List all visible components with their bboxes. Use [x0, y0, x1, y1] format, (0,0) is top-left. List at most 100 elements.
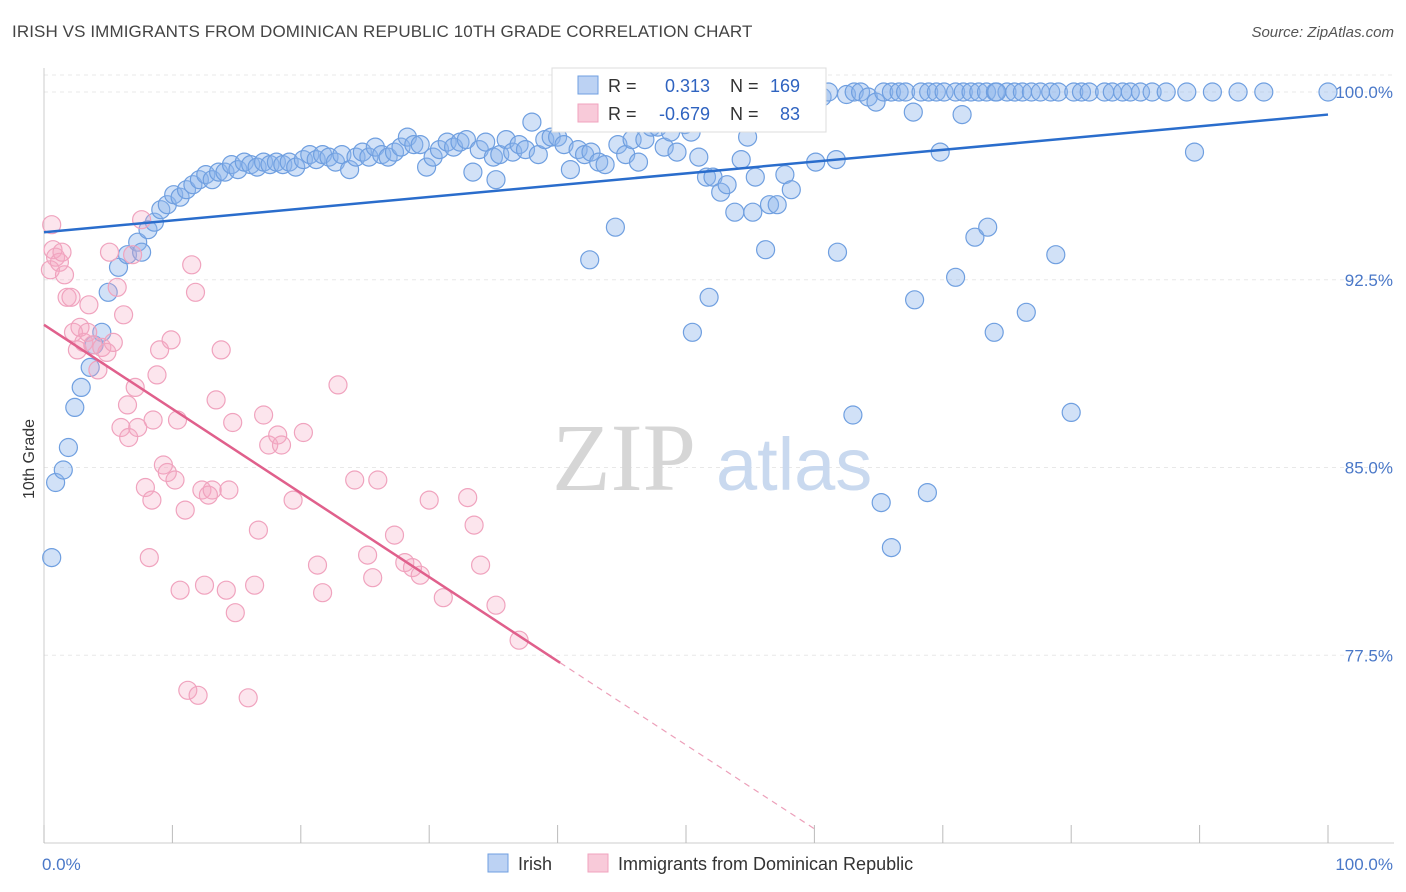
dominican-point	[486, 595, 506, 615]
irish-point	[731, 150, 751, 170]
irish-point	[429, 140, 450, 160]
irish-point	[554, 135, 574, 155]
dominican-point	[79, 295, 99, 315]
irish-point	[1046, 245, 1066, 265]
dominican-point	[271, 435, 292, 455]
legend-label-dominican: Immigrants from Dominican Republic	[618, 854, 913, 874]
legend-swatch-dominican	[587, 853, 609, 873]
irish-point	[138, 220, 158, 240]
irish-point	[945, 267, 966, 287]
dominican-point	[254, 405, 274, 425]
irish-point	[711, 182, 731, 202]
irish-point	[836, 84, 857, 105]
irish-point	[755, 240, 776, 260]
irish-point	[53, 460, 73, 480]
irish-point	[1064, 82, 1084, 102]
dominican-point	[99, 242, 120, 262]
dominican-point	[192, 480, 212, 500]
dominican-point	[307, 555, 328, 575]
dominican-point	[471, 555, 491, 575]
dominican-point	[363, 568, 383, 588]
irish-point	[1071, 82, 1092, 102]
irish-point	[1048, 82, 1069, 102]
dominican-point	[170, 580, 190, 600]
irish-point	[917, 483, 938, 503]
irish-point	[522, 112, 542, 132]
irish-point	[827, 242, 848, 262]
dominican-point	[458, 488, 478, 508]
irish-point	[65, 397, 85, 417]
stats-n-label-dominican: N =	[730, 104, 759, 124]
legend-swatch-irish	[487, 853, 509, 873]
irish-point	[456, 130, 476, 150]
irish-point	[410, 135, 430, 155]
dominican-point	[123, 245, 143, 265]
dominican-point	[509, 630, 529, 650]
dominican-point	[157, 462, 177, 483]
irish-point	[997, 82, 1017, 102]
stats-r-value-irish: 0.313	[665, 76, 710, 96]
irish-point	[767, 195, 787, 215]
irish-point	[725, 202, 745, 222]
y-tick-label-0: 100.0%	[1335, 83, 1393, 102]
dominican-trend-extension	[559, 662, 818, 831]
irish-point	[1120, 82, 1140, 102]
irish-point	[889, 82, 909, 102]
stats-r-label-dominican: R =	[608, 104, 637, 124]
irish-point	[874, 82, 894, 102]
dominican-point	[78, 322, 98, 342]
irish-point	[1177, 82, 1197, 102]
dominican-point	[268, 425, 288, 445]
irish-point	[1318, 82, 1338, 102]
dominican-point	[185, 282, 206, 302]
dominican-point	[147, 365, 167, 385]
dominican-point	[139, 547, 159, 568]
dominican-point	[419, 490, 439, 510]
irish-point	[384, 142, 405, 162]
irish-point	[98, 282, 118, 302]
irish-point	[581, 142, 601, 162]
irish-point	[1130, 82, 1151, 102]
irish-point	[903, 102, 923, 122]
stats-r-label-irish: R =	[608, 76, 637, 96]
irish-point	[717, 175, 737, 195]
irish-point	[486, 170, 506, 190]
stats-swatch-dominican	[577, 103, 599, 123]
dominican-point	[111, 417, 131, 438]
dominican-point	[368, 470, 388, 490]
dominican-point	[178, 680, 198, 700]
dominican-point	[345, 470, 365, 490]
dominican-point	[219, 480, 239, 500]
irish-point	[176, 180, 197, 200]
dominican-point	[194, 575, 215, 595]
irish-point	[1254, 82, 1274, 102]
dominican-point	[245, 575, 265, 595]
watermark: ZIP atlas	[552, 404, 872, 511]
irish-point	[984, 322, 1004, 342]
dominican-point	[238, 688, 258, 708]
irish-point	[404, 135, 424, 155]
dominican-point	[132, 210, 152, 230]
irish-point	[1016, 302, 1036, 322]
irish-point	[699, 287, 719, 307]
irish-point	[781, 180, 801, 200]
irish-point	[871, 493, 891, 513]
dominican-point	[283, 490, 303, 510]
irish-point	[365, 137, 385, 157]
stats-r-value-dominican: -0.679	[659, 104, 710, 124]
dominican-point	[211, 340, 231, 360]
irish-point	[509, 135, 529, 155]
irish-point	[332, 145, 352, 165]
irish-point	[170, 187, 190, 207]
chart-source: Source: ZipAtlas.com	[1251, 24, 1394, 41]
dominican-point	[328, 375, 348, 395]
irish-point	[953, 82, 973, 102]
dominican-point	[135, 477, 155, 498]
dominican-point	[433, 588, 453, 608]
irish-point	[608, 135, 628, 155]
dominican-point	[410, 565, 430, 585]
dominican-point	[248, 520, 268, 540]
dominican-trend-line	[43, 323, 561, 664]
dominican-point	[61, 287, 81, 307]
